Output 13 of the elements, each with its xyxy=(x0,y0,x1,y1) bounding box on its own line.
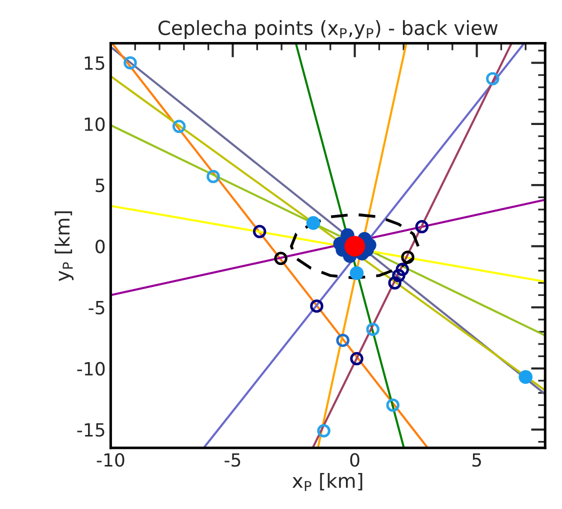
x-tick-label: 5 xyxy=(472,453,481,467)
y-tick-label: -10 xyxy=(77,362,105,376)
chart-title: Ceplecha points (x$_{P}$,y$_{P}$) - back view xyxy=(158,20,498,39)
y-tick-label: 15 xyxy=(84,56,104,70)
x-tick-label: 0 xyxy=(350,453,360,467)
y-tick-label: -15 xyxy=(77,423,104,437)
y-tick-label: 0 xyxy=(96,240,105,254)
y-tick-label: 10 xyxy=(84,117,105,132)
y-tick-label: 5 xyxy=(96,178,104,192)
x-axis-title: x$_{P}$ [km] xyxy=(292,473,362,491)
x-tick-label: -5 xyxy=(224,453,240,467)
y-tick-label: -5 xyxy=(88,301,104,314)
y-axis-title: y$_{P}$ [km] xyxy=(54,211,74,282)
